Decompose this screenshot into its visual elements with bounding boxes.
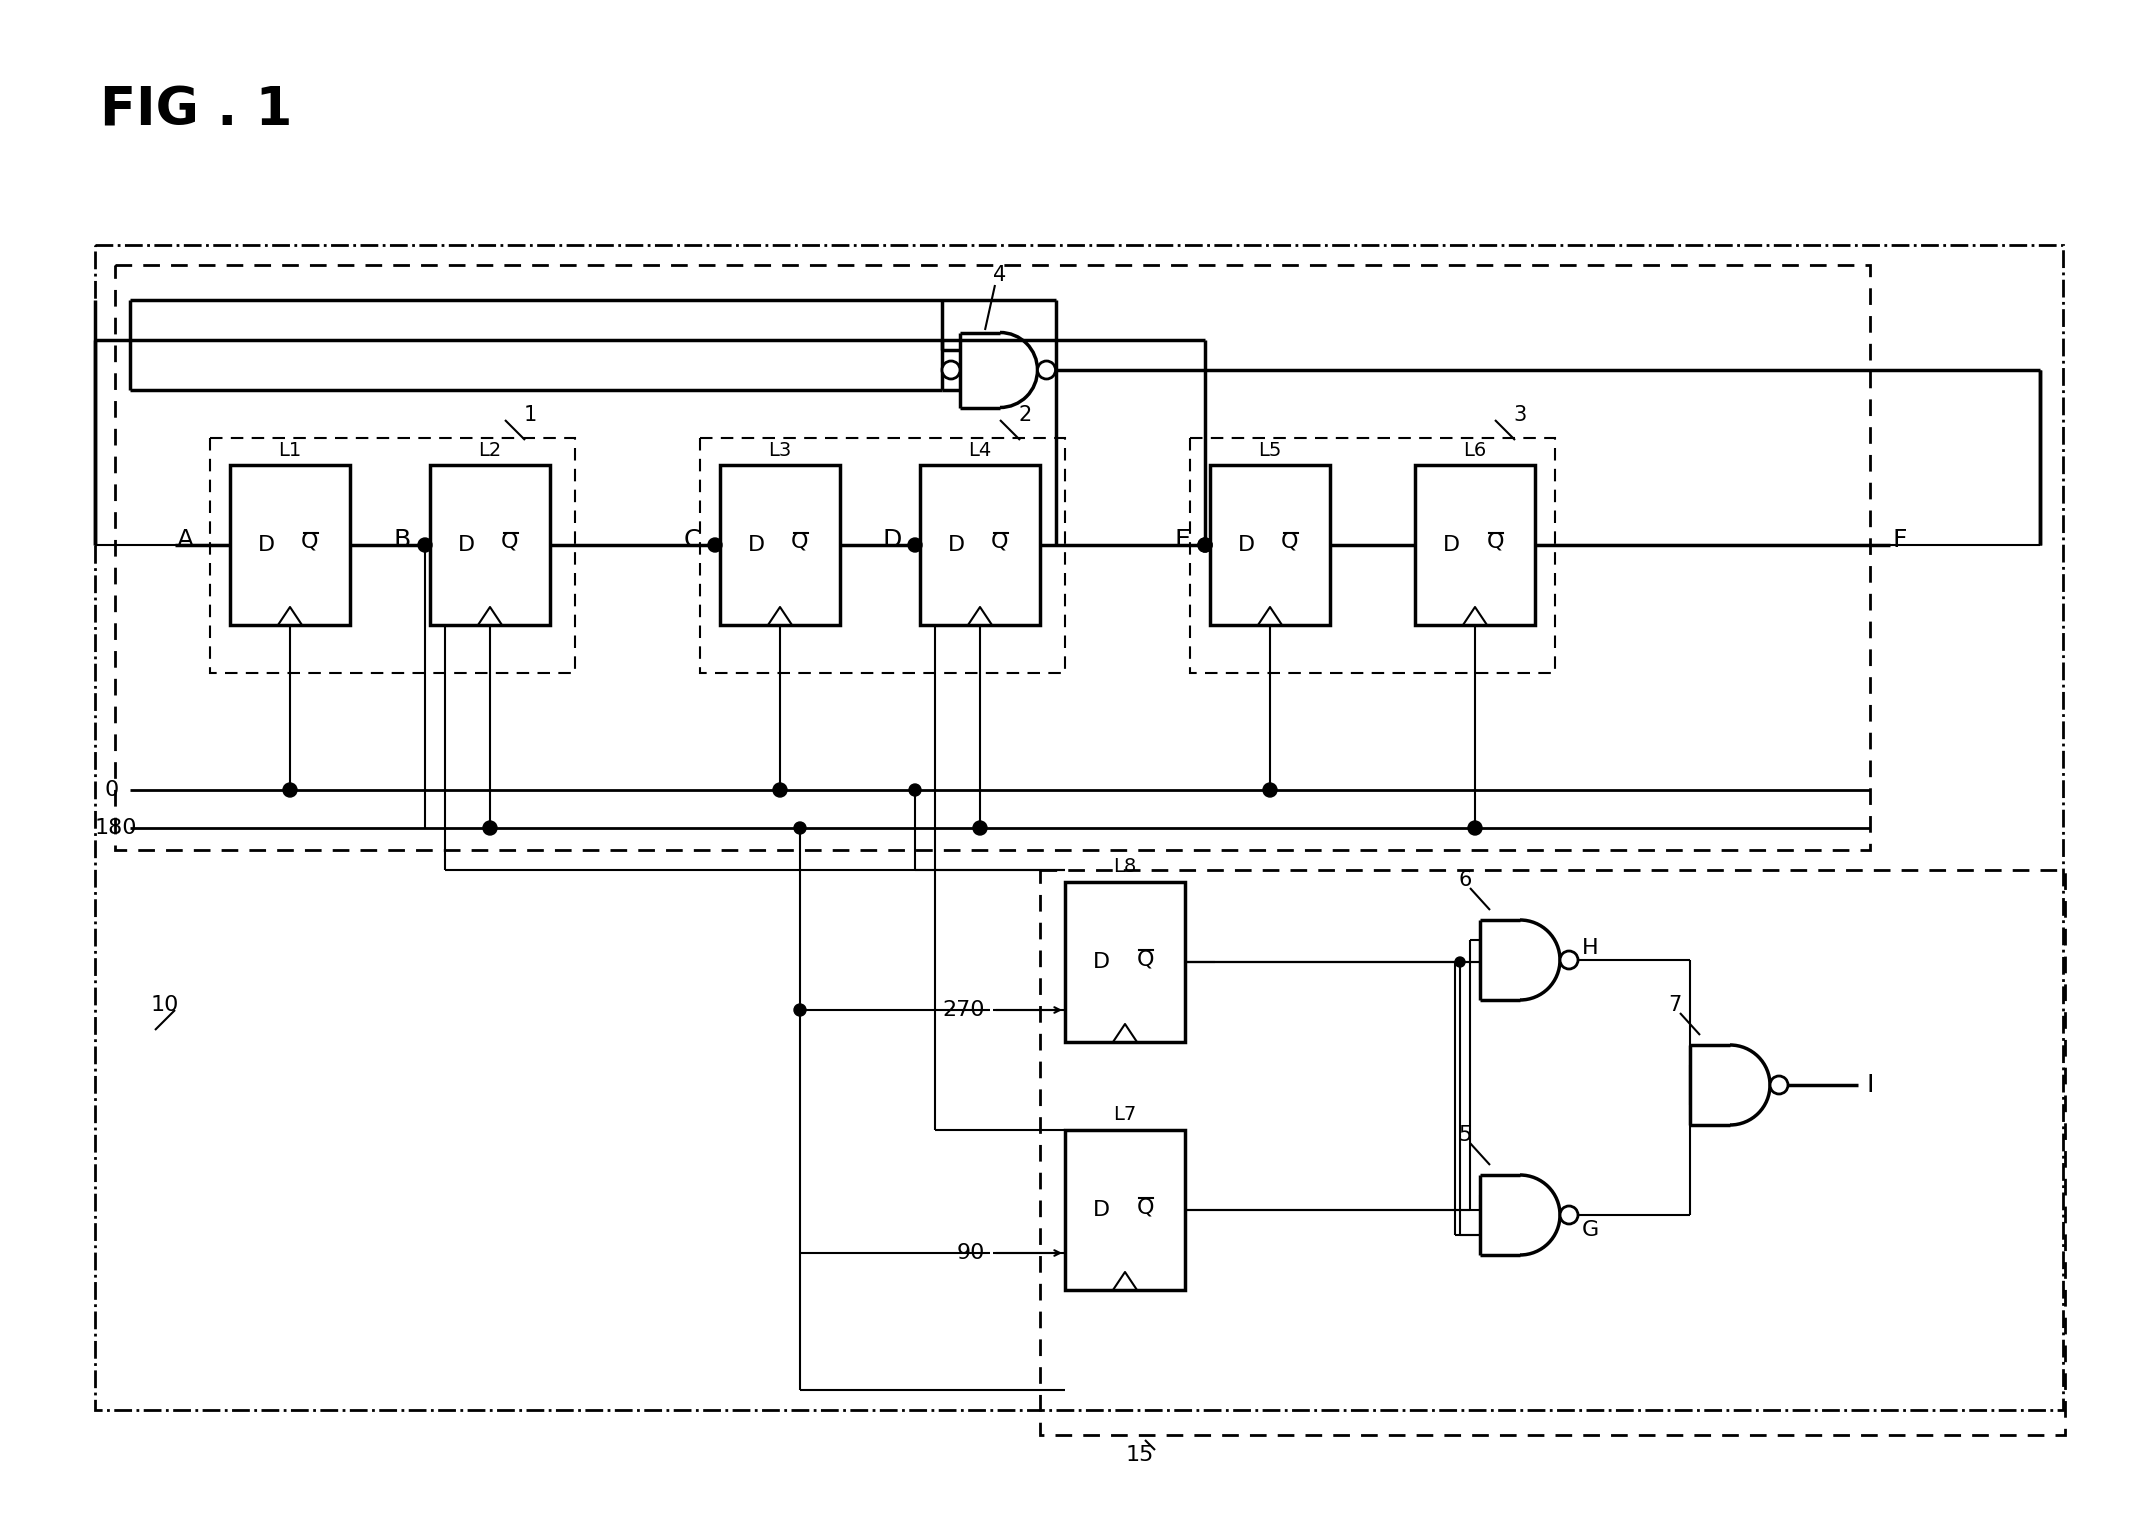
Text: Q: Q bbox=[502, 532, 519, 552]
Circle shape bbox=[795, 1004, 805, 1016]
Text: B: B bbox=[393, 528, 410, 552]
Text: 1: 1 bbox=[523, 405, 536, 424]
Text: Q: Q bbox=[790, 532, 810, 552]
Circle shape bbox=[419, 538, 431, 552]
Text: Q: Q bbox=[301, 532, 318, 552]
Text: 270: 270 bbox=[942, 999, 985, 1021]
Text: Q: Q bbox=[1136, 1197, 1153, 1217]
Bar bbox=[1209, 465, 1331, 625]
Text: D: D bbox=[457, 535, 474, 555]
Text: D: D bbox=[748, 535, 765, 555]
Text: Q: Q bbox=[1136, 949, 1153, 969]
Bar bbox=[1190, 438, 1555, 672]
Circle shape bbox=[1559, 1206, 1579, 1224]
Circle shape bbox=[942, 360, 959, 379]
Bar bbox=[94, 245, 2063, 1410]
Text: 4: 4 bbox=[993, 265, 1006, 284]
Bar bbox=[1066, 1130, 1185, 1290]
Text: D: D bbox=[1442, 535, 1459, 555]
Bar bbox=[231, 465, 350, 625]
Bar bbox=[1040, 870, 2066, 1434]
Circle shape bbox=[1771, 1075, 1788, 1094]
Circle shape bbox=[483, 821, 498, 835]
Text: Q: Q bbox=[991, 532, 1008, 552]
Text: 5: 5 bbox=[1459, 1126, 1472, 1145]
Circle shape bbox=[1455, 957, 1465, 967]
Text: L8: L8 bbox=[1113, 858, 1136, 876]
Text: FIG . 1: FIG . 1 bbox=[100, 85, 293, 137]
Text: Q: Q bbox=[1282, 532, 1299, 552]
Circle shape bbox=[1038, 360, 1055, 379]
Text: 0: 0 bbox=[105, 780, 120, 800]
Bar bbox=[921, 465, 1040, 625]
Text: 15: 15 bbox=[1126, 1445, 1153, 1465]
Text: Q: Q bbox=[1487, 532, 1504, 552]
Bar bbox=[720, 465, 839, 625]
Text: D: D bbox=[948, 535, 965, 555]
Text: L2: L2 bbox=[478, 441, 502, 459]
Bar bbox=[429, 465, 549, 625]
Text: 6: 6 bbox=[1459, 870, 1472, 890]
Text: C: C bbox=[684, 528, 701, 552]
Text: D: D bbox=[1091, 1200, 1109, 1220]
Circle shape bbox=[282, 783, 297, 797]
Text: L3: L3 bbox=[769, 441, 792, 459]
Circle shape bbox=[1559, 951, 1579, 969]
Text: A: A bbox=[177, 528, 194, 552]
Bar bbox=[209, 438, 575, 672]
Circle shape bbox=[795, 821, 805, 834]
Bar bbox=[701, 438, 1066, 672]
Text: 7: 7 bbox=[1668, 995, 1681, 1015]
Text: L7: L7 bbox=[1113, 1106, 1136, 1124]
Text: 3: 3 bbox=[1514, 405, 1527, 424]
Text: D: D bbox=[882, 528, 901, 552]
Text: D: D bbox=[1237, 535, 1254, 555]
Circle shape bbox=[1198, 538, 1211, 552]
Text: 90: 90 bbox=[957, 1243, 985, 1262]
Circle shape bbox=[1467, 821, 1482, 835]
Text: 10: 10 bbox=[152, 995, 179, 1015]
Text: L5: L5 bbox=[1258, 441, 1282, 459]
Circle shape bbox=[1198, 538, 1211, 552]
Bar bbox=[1414, 465, 1536, 625]
Circle shape bbox=[773, 783, 786, 797]
Text: 2: 2 bbox=[1019, 405, 1032, 424]
Text: G: G bbox=[1581, 1220, 1598, 1240]
Circle shape bbox=[910, 783, 921, 795]
Circle shape bbox=[974, 821, 987, 835]
Text: D: D bbox=[258, 535, 276, 555]
Text: I: I bbox=[1867, 1072, 1873, 1097]
Bar bbox=[1066, 882, 1185, 1042]
Text: L1: L1 bbox=[278, 441, 301, 459]
Circle shape bbox=[908, 538, 923, 552]
Text: E: E bbox=[1175, 528, 1190, 552]
Text: L4: L4 bbox=[968, 441, 991, 459]
Bar bbox=[115, 265, 1869, 850]
Text: D: D bbox=[1091, 952, 1109, 972]
Text: H: H bbox=[1581, 938, 1598, 958]
Text: F: F bbox=[1892, 528, 1907, 552]
Circle shape bbox=[1262, 783, 1277, 797]
Text: 180: 180 bbox=[94, 818, 137, 838]
Circle shape bbox=[707, 538, 722, 552]
Text: L6: L6 bbox=[1463, 441, 1487, 459]
